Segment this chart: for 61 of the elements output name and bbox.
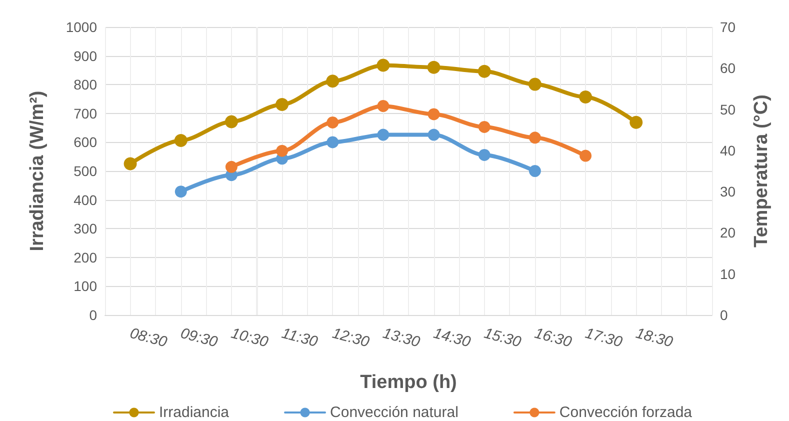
y-tick-label: 100 <box>74 278 98 294</box>
x-tick-label: 13:30 <box>381 324 422 352</box>
point <box>174 134 188 147</box>
point <box>276 144 288 157</box>
y2-tick-label: 30 <box>720 184 736 200</box>
point <box>528 78 542 91</box>
x-tick-label: 17:30 <box>583 324 625 352</box>
point <box>124 157 137 170</box>
x-tick-label: 18:30 <box>634 324 676 352</box>
y2-tick-label: 50 <box>720 101 736 118</box>
y-tick-label: 0 <box>89 307 98 323</box>
point <box>377 100 390 112</box>
x-tick-label: 11:30 <box>280 324 320 351</box>
point <box>478 64 491 78</box>
x-tick-label: 12:30 <box>330 324 372 352</box>
point <box>528 132 541 144</box>
y-tick-label: 500 <box>74 163 98 179</box>
x-axis-title: Tiempo (h) <box>360 372 457 393</box>
point <box>528 165 541 177</box>
legend-label: Convección forzada <box>559 404 693 421</box>
point <box>427 60 440 74</box>
point <box>276 98 289 111</box>
point <box>580 150 592 162</box>
y2-tick-label: 60 <box>720 60 736 76</box>
x-tick-label: 14:30 <box>432 324 473 352</box>
y2-tick-label: 40 <box>720 142 736 158</box>
y2-tick-label: 0 <box>720 307 728 323</box>
y-tick-label: 1000 <box>66 19 98 35</box>
y-tick-label: 300 <box>74 220 98 237</box>
point <box>630 116 643 129</box>
point <box>478 120 490 133</box>
point <box>376 58 390 72</box>
point <box>326 116 339 128</box>
y-tick-label: 200 <box>74 249 98 266</box>
legend-label: Convección natural <box>330 404 458 421</box>
point <box>326 136 339 148</box>
y-tick-label: 400 <box>74 192 98 208</box>
x-tick-label: 08:30 <box>128 324 170 352</box>
x-tick-label: 15:30 <box>482 324 524 352</box>
y-tick-label: 800 <box>74 76 98 93</box>
x-tick-label: 16:30 <box>532 324 574 352</box>
y-tick-label: 900 <box>74 48 98 64</box>
point <box>326 74 340 88</box>
y2-tick-label: 20 <box>720 224 736 241</box>
point <box>174 186 187 198</box>
x-tick-label: 10:30 <box>229 324 271 352</box>
point <box>377 128 390 141</box>
y2-tick-label: 70 <box>720 19 736 35</box>
y-axis-title: Irradiancia (W/m²) <box>27 90 48 252</box>
y-tick-label: 700 <box>74 105 98 122</box>
y2-tick-label: 10 <box>720 266 736 282</box>
point <box>428 128 440 141</box>
point <box>579 90 592 104</box>
legend-label: Irradiancia <box>158 404 230 421</box>
point <box>428 108 440 120</box>
x-tick-label: 09:30 <box>178 324 220 352</box>
y2-axis-title: Temperatura (°C) <box>751 94 772 248</box>
y-tick-label: 600 <box>74 134 98 150</box>
point <box>225 160 238 173</box>
point <box>224 115 238 128</box>
point <box>478 148 490 161</box>
